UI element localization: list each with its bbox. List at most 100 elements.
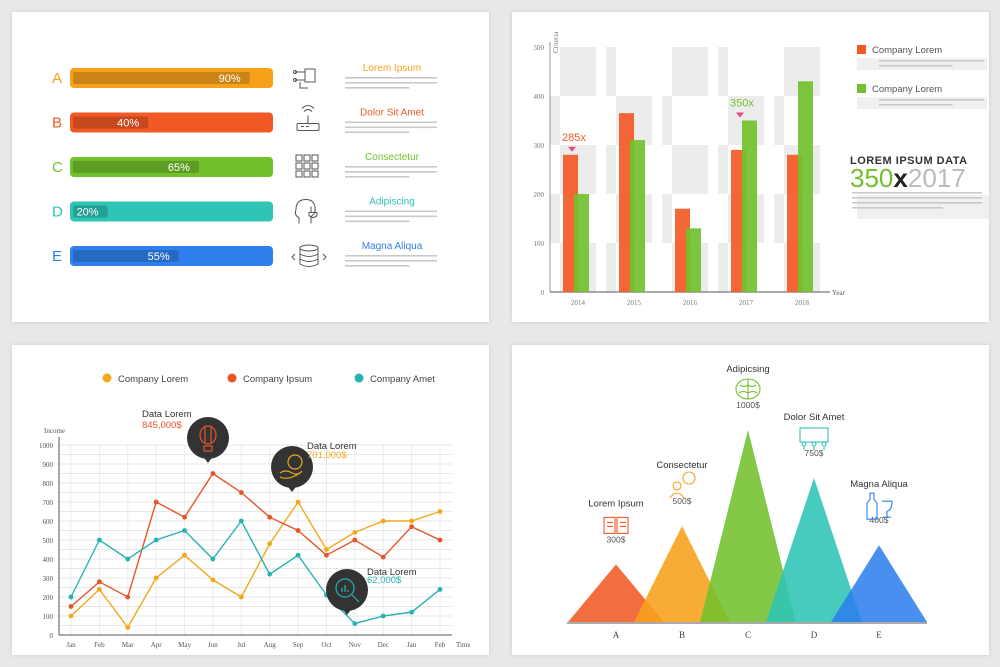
data-point (153, 499, 159, 505)
value-label: 1000$ (736, 400, 760, 410)
y-tick-label: 300 (43, 575, 54, 583)
icon-part (303, 154, 311, 162)
y-tick-label: 400 (43, 556, 54, 564)
bar-fill (73, 161, 199, 173)
item-title: Consectetur (656, 460, 707, 471)
data-point (238, 490, 244, 495)
data-point (68, 613, 74, 619)
annotation-marker (736, 112, 744, 118)
callout-value: 845,000$ (142, 420, 182, 431)
item-title: Adipicsing (726, 364, 769, 375)
y-tick-label: 900 (43, 461, 54, 469)
description-line (345, 87, 410, 89)
legend-description-line (879, 104, 953, 106)
data-point (267, 514, 273, 520)
data-point (295, 499, 301, 505)
data-point (68, 594, 74, 600)
data-point (380, 613, 386, 619)
data-point (409, 518, 415, 524)
icon-part (311, 154, 319, 162)
y-tick-label: 300 (534, 142, 545, 150)
grid-cell (718, 145, 728, 194)
bar-track (70, 68, 273, 88)
bar-value-label: 65% (168, 162, 190, 174)
icon-part (669, 492, 685, 499)
item-title: Consectetur (365, 152, 420, 163)
y-tick-label: 0 (50, 632, 54, 640)
y-tick-label: 800 (43, 480, 54, 488)
legend-label: Company Lorem (872, 45, 942, 56)
x-tick-label: Jul (237, 641, 245, 649)
icon-part (299, 248, 319, 267)
y-tick-label: 500 (43, 537, 54, 545)
value-label: 500$ (673, 496, 692, 506)
data-point (238, 518, 244, 524)
x-tick-label: 2016 (683, 299, 698, 307)
description-line (345, 215, 437, 218)
icon-part (291, 253, 327, 261)
bar (798, 81, 813, 292)
x-tick-label: 2018 (795, 299, 810, 307)
legend-swatch (857, 84, 866, 93)
icon-part (279, 470, 303, 479)
callout-value: 701,000$ (307, 450, 347, 461)
panel-line-chart: 0 100 200 300 400 500 600 700 800 900 1000 Income Ja… (12, 345, 489, 655)
x-tick-label: Sep (293, 641, 304, 649)
icon-part (738, 379, 758, 399)
grid-cell (606, 243, 616, 292)
x-tick-label: Feb (94, 641, 105, 649)
grid-cell (550, 96, 560, 145)
icon-part (299, 244, 319, 252)
legend-marker (227, 373, 237, 383)
data-point (182, 514, 187, 520)
bar-track (70, 201, 273, 222)
big-value-number: 350 (850, 163, 893, 193)
legend-swatch (857, 45, 866, 54)
icon-part (287, 454, 303, 470)
legend-label: Company Ipsum (243, 374, 312, 385)
item-title: Magna Aliqua (850, 479, 908, 490)
data-point (352, 537, 358, 543)
category-letter: D (52, 204, 63, 221)
head-plug-icon (294, 198, 318, 224)
data-point (437, 587, 443, 592)
x-tick-label: 2014 (571, 299, 586, 307)
callout-value: 62,000$ (367, 575, 402, 586)
bar (630, 140, 645, 292)
data-point (153, 537, 159, 543)
legend-label: Company Lorem (872, 84, 942, 95)
summary-description-line (852, 197, 982, 199)
triangle-chart: A 300$ Lorem Ipsum B 500$ Consectetur C 1000$ Ad… (567, 364, 927, 640)
y-tick-label: 0 (541, 289, 545, 297)
data-point (153, 575, 159, 581)
data-point (409, 609, 415, 615)
category-letter: A (52, 70, 62, 87)
x-tick-label: Jun (208, 641, 218, 649)
grid-cell (672, 47, 708, 96)
icon-part (882, 500, 893, 518)
icon-part (311, 170, 319, 178)
triangle-bar (766, 478, 862, 622)
icon-part (303, 162, 311, 170)
document-network-icon (293, 68, 316, 89)
bar-value-label: 20% (77, 207, 99, 219)
data-point (324, 547, 329, 552)
icon-part (311, 162, 319, 170)
data-point (267, 571, 273, 577)
icon-part (303, 170, 311, 178)
x-tick-label: May (178, 641, 191, 649)
legend-text-bg (857, 58, 987, 70)
data-point (295, 552, 301, 558)
icon-part (295, 162, 303, 170)
big-value: 350x2017 (850, 163, 966, 193)
bar-fill (73, 205, 108, 218)
summary-description-line (852, 192, 982, 194)
data-point (125, 594, 131, 600)
data-point (352, 621, 358, 626)
grid-cell (718, 47, 728, 96)
x-tick-label: Feb (435, 641, 446, 649)
bottle-glass-icon (866, 492, 893, 520)
icon-part (811, 441, 817, 447)
x-tick-label: Jan (407, 641, 417, 649)
grid-cell (662, 96, 672, 145)
